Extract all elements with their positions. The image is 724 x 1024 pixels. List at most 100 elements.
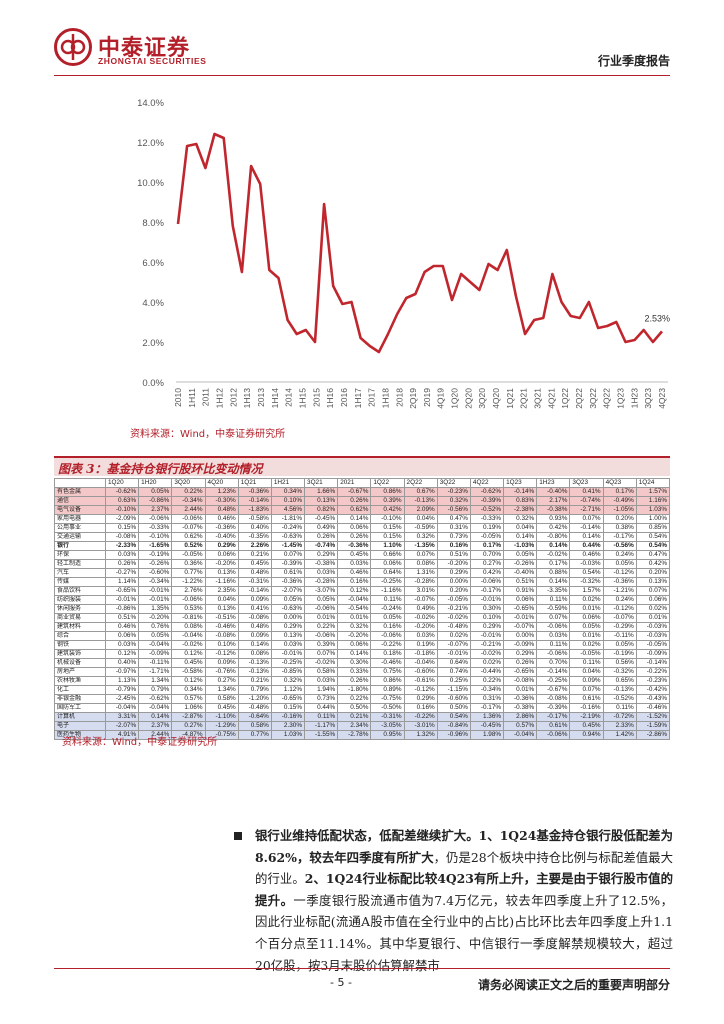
cell-value: 0.08%: [237, 649, 272, 659]
cell-value: -0.07%: [436, 640, 471, 650]
cell-value: -0.36%: [602, 577, 637, 587]
cell-value: 0.36%: [171, 559, 206, 569]
cell-value: 0.42%: [536, 523, 571, 533]
cell-value: -0.01%: [469, 631, 505, 641]
cell-value: -1.81%: [270, 514, 306, 524]
cell-value: -0.86%: [104, 604, 140, 614]
industry-name: 计算机: [54, 712, 106, 722]
cell-value: -0.16%: [270, 712, 306, 722]
industry-name: 轻工制造: [54, 559, 106, 569]
cell-value: 1.12%: [270, 685, 306, 695]
cell-value: -0.01%: [436, 649, 471, 659]
cell-value: 0.01%: [569, 631, 604, 641]
cell-value: -2.78%: [337, 730, 372, 740]
cell-value: -3.35%: [536, 586, 571, 596]
cell-value: -0.08%: [503, 676, 538, 686]
cell-value: 0.62%: [171, 532, 206, 542]
industry-name: 综合: [54, 631, 106, 641]
cell-value: 0.31%: [436, 523, 471, 533]
cell-value: 0.32%: [436, 496, 471, 506]
cell-value: -2.87%: [171, 712, 206, 722]
cell-value: -3.07%: [304, 586, 339, 596]
cell-value: -0.40%: [536, 487, 571, 497]
x-tick-label: 1H18: [380, 388, 390, 409]
cell-value: 0.15%: [270, 703, 306, 713]
cell-value: -2.45%: [104, 694, 140, 704]
cell-value: 0.51%: [436, 550, 471, 560]
cell-value: 0.17%: [469, 541, 505, 551]
x-tick-label: 2012: [228, 388, 238, 407]
cell-value: -0.24%: [270, 523, 306, 533]
cell-value: 0.15%: [370, 523, 405, 533]
cell-value: -0.26%: [503, 559, 538, 569]
report-type: 行业季度报告: [597, 54, 670, 68]
cell-value: -0.06%: [536, 622, 571, 632]
cell-value: -0.10%: [138, 532, 173, 542]
cell-value: 0.65%: [602, 676, 637, 686]
cell-value: 0.86%: [370, 487, 405, 497]
cell-value: -0.07%: [503, 622, 538, 632]
cell-value: 0.45%: [171, 658, 206, 668]
cell-value: 0.11%: [602, 703, 637, 713]
cell-value: 1.34%: [138, 676, 173, 686]
cell-value: -0.03%: [569, 559, 604, 569]
cell-value: -0.29%: [602, 622, 637, 632]
x-tick-label: 1H14: [270, 388, 280, 409]
cell-value: 0.79%: [138, 685, 173, 695]
cell-value: 0.13%: [270, 631, 306, 641]
cell-value: 0.20%: [602, 514, 637, 524]
y-tick-label: 10.0%: [137, 178, 164, 189]
cell-value: 0.08%: [403, 559, 438, 569]
industry-name: 休闲服务: [54, 604, 106, 614]
cell-value: 0.41%: [237, 604, 272, 614]
table-row: 国防军工 -0.04% -0.04% 1.06% 0.45% -0.48% 0.15% 0.4…: [54, 703, 671, 713]
cell-value: -0.20%: [403, 622, 438, 632]
cell-value: 0.26%: [337, 532, 372, 542]
cell-value: 0.64%: [370, 568, 405, 578]
table-header-row: 1Q20 1H20 3Q20 4Q20 1Q21 1H21 3Q21 2021 1Q22 2Q22…: [54, 478, 671, 488]
x-tick-label: 1Q23: [616, 388, 626, 409]
cell-value: 0.29%: [503, 649, 538, 659]
cell-value: 0.70%: [536, 658, 571, 668]
cell-value: 0.48%: [237, 568, 272, 578]
brand-name-cn: 中泰证券: [98, 35, 191, 61]
cell-value: -2.71%: [569, 505, 604, 515]
cell-value: 0.12%: [171, 649, 206, 659]
cell-value: -0.65%: [104, 586, 140, 596]
industry-name: 传媒: [54, 577, 106, 587]
cell-value: 0.34%: [171, 685, 206, 695]
cell-value: -0.63%: [270, 532, 306, 542]
cell-value: -0.60%: [436, 694, 471, 704]
x-tick-label: 4Q23: [657, 388, 667, 409]
cell-value: 0.06%: [337, 640, 372, 650]
cell-value: 0.58%: [204, 694, 239, 704]
cell-value: -0.24%: [370, 604, 405, 614]
cell-value: 0.48%: [237, 622, 272, 632]
cell-value: -0.52%: [469, 505, 505, 515]
cell-value: 0.30%: [337, 658, 372, 668]
p2-bold: 2、1Q24行业标配比较4Q23有所上升，主要是由于银行股市值的提升。: [255, 871, 674, 908]
cell-value: -0.13%: [237, 667, 272, 677]
cell-value: 0.10%: [204, 640, 239, 650]
industry-name: 食品饮料: [54, 586, 106, 596]
cell-value: 0.15%: [370, 532, 405, 542]
cell-value: 0.21%: [237, 550, 272, 560]
cell-value: 0.17%: [602, 487, 637, 497]
x-tick-label: 2Q21: [519, 388, 529, 409]
cell-value: -0.50%: [370, 703, 405, 713]
chart-source: 资料来源：Wind，中泰证券研究所: [130, 429, 286, 440]
industry-name: 建筑装饰: [54, 649, 106, 659]
cell-value: 0.54%: [635, 532, 671, 542]
cell-value: 0.14%: [536, 577, 571, 587]
cell-value: 3.31%: [104, 712, 140, 722]
x-tick-label: 3Q22: [588, 388, 598, 409]
cell-value: -1.35%: [403, 541, 438, 551]
industry-name: 钢铁: [54, 640, 106, 650]
table-row: 非银金融 -2.45% -0.62% 0.57% 0.58% -1.20% -0.65% 0.…: [54, 694, 671, 704]
cell-value: -0.48%: [237, 703, 272, 713]
cell-value: 2.17%: [536, 496, 571, 506]
cell-value: 0.00%: [503, 631, 538, 641]
disclaimer: 请务必阅读正文之后的重要声明部分: [477, 978, 670, 992]
cell-value: 0.41%: [569, 487, 604, 497]
table-row: 汽车 -0.27% -0.60% 0.77% 0.13% 0.48% 0.61% 0.03% 0…: [54, 568, 671, 578]
